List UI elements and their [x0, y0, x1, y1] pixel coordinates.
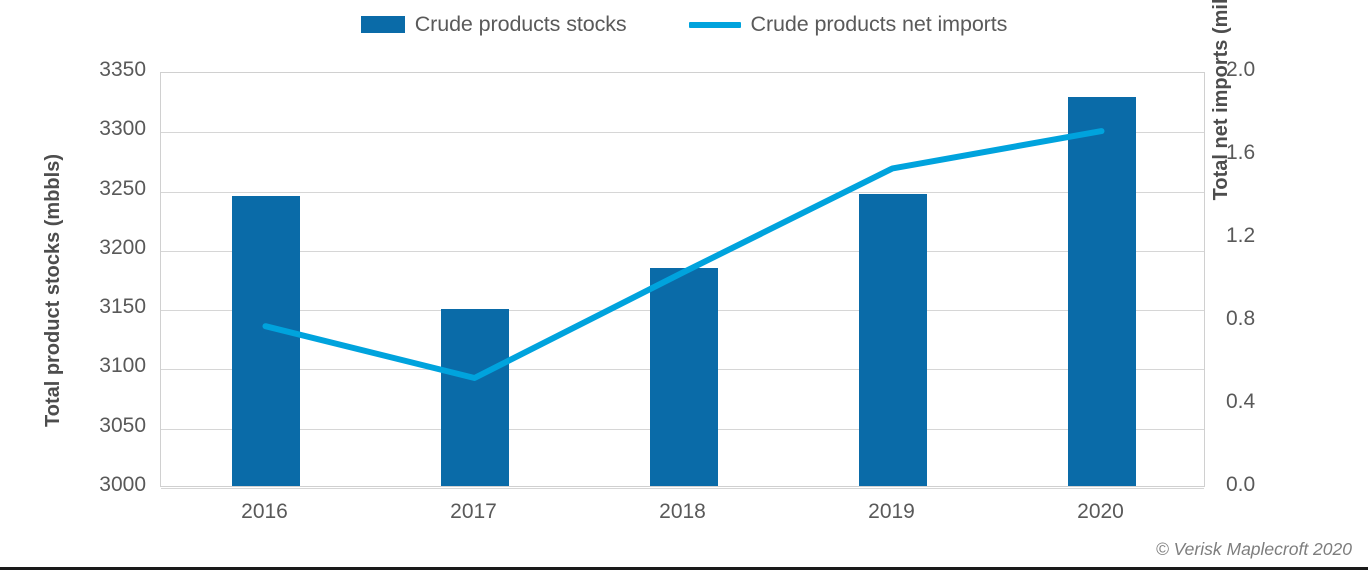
left-tick-3100: 3100	[99, 354, 146, 378]
left-tick-3250: 3250	[99, 176, 146, 200]
x-tick-2016: 2016	[241, 500, 288, 523]
legend-label-stocks: Crude products stocks	[414, 12, 627, 36]
line-series	[262, 128, 1105, 381]
bar-2018[interactable]	[649, 267, 718, 486]
line-swatch-icon	[688, 21, 741, 28]
gridline	[161, 191, 1204, 193]
left-tick-3050: 3050	[99, 413, 146, 437]
chart-legend: Crude products stocks Crude products net…	[0, 12, 1368, 37]
x-tick-2017: 2017	[450, 500, 497, 523]
left-tick-3150: 3150	[99, 295, 146, 319]
right-tick-0.8: 0.8	[1226, 307, 1256, 330]
x-tick-2020: 2020	[1077, 500, 1124, 523]
copyright-notice: © Verisk Maplecroft 2020	[1155, 539, 1352, 559]
bar-2016[interactable]	[231, 195, 300, 486]
bar-2017[interactable]	[440, 309, 509, 486]
gridline	[161, 132, 1204, 134]
footer-rule	[0, 567, 1368, 570]
x-tick-2018: 2018	[659, 500, 706, 523]
legend-item-crude-products-stocks[interactable]: Crude products stocks	[360, 12, 627, 37]
right-tick-1.6: 1.6	[1226, 141, 1256, 164]
right-tick-2.0: 2.0	[1226, 58, 1256, 81]
bar-2020[interactable]	[1067, 97, 1136, 486]
gridline	[161, 488, 1204, 489]
bar-2019[interactable]	[858, 194, 927, 486]
legend-item-crude-products-net-imports[interactable]: Crude products net imports	[688, 12, 1008, 37]
left-tick-3300: 3300	[99, 117, 146, 141]
bar-swatch-icon	[360, 16, 405, 33]
left-tick-3200: 3200	[99, 235, 146, 259]
right-tick-1.2: 1.2	[1226, 224, 1256, 247]
plot-area	[160, 72, 1205, 489]
x-tick-2019: 2019	[868, 500, 915, 523]
right-tick-0.0: 0.0	[1226, 473, 1256, 496]
gridline	[161, 250, 1204, 252]
right-tick-0.4: 0.4	[1226, 390, 1256, 413]
left-tick-3350: 3350	[99, 58, 146, 81]
left-tick-3000: 3000	[99, 473, 146, 496]
legend-label-net-imports: Crude products net imports	[750, 12, 1008, 36]
